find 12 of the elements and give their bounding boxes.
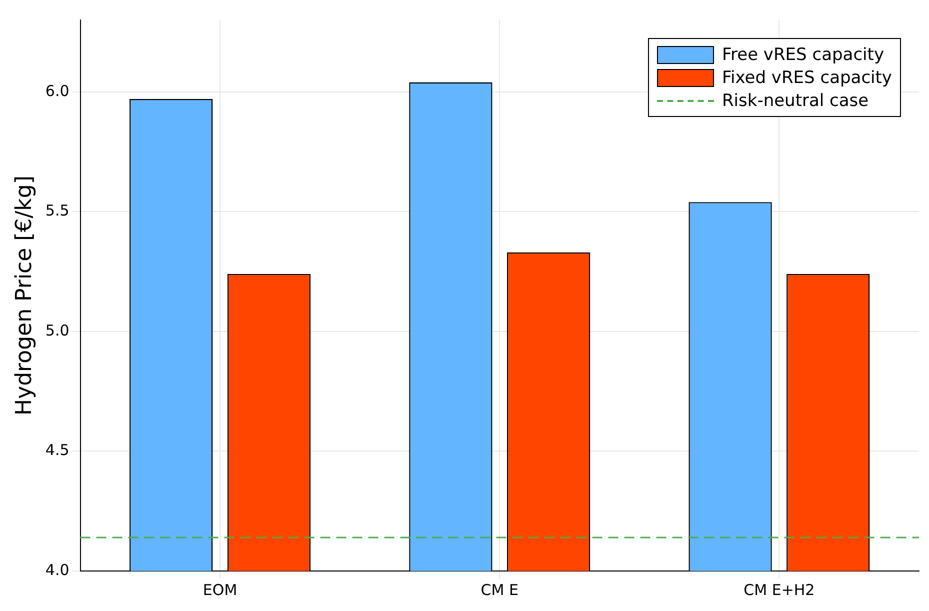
legend-label: Fixed vRES capacity [722,68,892,88]
x-tick-label: EOM [202,580,238,599]
x-tick-label: CM E+H2 [744,580,815,599]
x-tick-label: CM E [480,580,518,599]
legend-label: Risk-neutral case [722,90,869,110]
y-axis-title: Hydrogen Price [€/kg] [12,176,37,416]
y-tick-label: 4.0 [45,560,70,579]
legend-label: Free vRES capacity [722,44,884,64]
y-tick-label: 5.5 [45,202,70,220]
y-tick-label: 6.0 [45,82,70,100]
y-tick-label: 5.0 [45,321,70,340]
y-tick-label: 4.5 [45,441,70,460]
